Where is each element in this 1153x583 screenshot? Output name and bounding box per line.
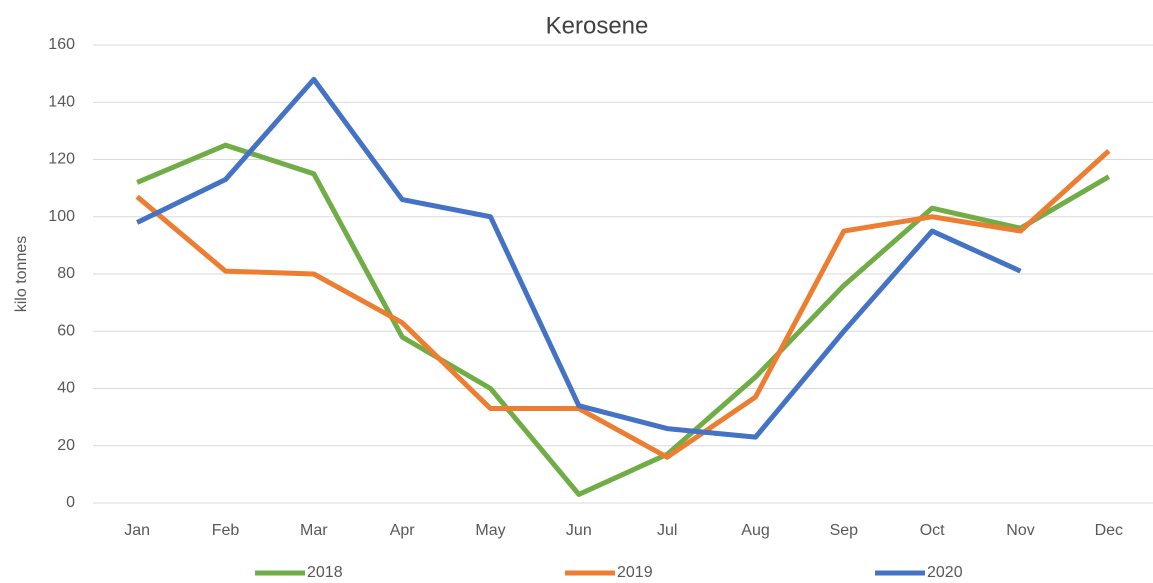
y-tick-label: 40 <box>57 380 75 397</box>
y-tick-label: 140 <box>48 93 75 110</box>
x-tick-label: Sep <box>830 522 859 539</box>
x-tick-label: Mar <box>300 522 328 539</box>
x-tick-label: May <box>475 522 505 539</box>
series-line <box>136 142 1111 497</box>
chart-title: Kerosene <box>546 12 649 39</box>
y-tick-label: 160 <box>48 36 75 53</box>
x-tick-label: Jun <box>566 522 592 539</box>
x-tick-label: Dec <box>1095 522 1123 539</box>
y-axis-label: kilo tonnes <box>13 236 30 313</box>
y-tick-label: 80 <box>57 265 75 282</box>
y-tick-label: 20 <box>57 437 75 454</box>
legend-label: 2019 <box>617 564 653 581</box>
legend-label: 2020 <box>927 564 963 581</box>
x-tick-label: Jan <box>124 522 150 539</box>
x-tick-label: Jul <box>657 522 677 539</box>
y-tick-label: 60 <box>57 322 75 339</box>
series-line <box>135 149 1111 460</box>
y-tick-label: 100 <box>48 208 75 225</box>
y-tick-label: 0 <box>66 494 75 511</box>
series-line <box>136 76 1022 440</box>
x-tick-label: Feb <box>212 522 240 539</box>
x-tick-label: Oct <box>920 522 945 539</box>
x-tick-label: Nov <box>1006 522 1034 539</box>
y-tick-label: 120 <box>48 151 75 168</box>
x-tick-label: Apr <box>390 522 416 539</box>
x-tick-label: Aug <box>741 522 769 539</box>
legend-label: 2018 <box>307 564 343 581</box>
